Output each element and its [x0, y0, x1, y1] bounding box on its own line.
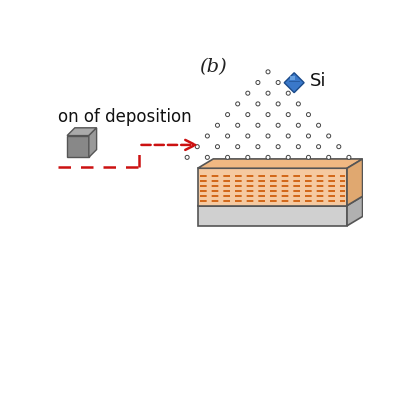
Circle shape	[296, 123, 301, 127]
Circle shape	[276, 80, 280, 84]
Circle shape	[307, 155, 311, 160]
Circle shape	[327, 155, 331, 160]
Circle shape	[276, 145, 280, 149]
Circle shape	[256, 102, 260, 106]
Circle shape	[236, 123, 240, 127]
Polygon shape	[198, 196, 363, 206]
Text: (b): (b)	[200, 58, 227, 76]
Polygon shape	[67, 136, 89, 157]
Circle shape	[296, 145, 301, 149]
Polygon shape	[67, 128, 97, 136]
Circle shape	[246, 134, 250, 138]
Circle shape	[347, 155, 351, 160]
Circle shape	[266, 91, 270, 95]
Circle shape	[266, 134, 270, 138]
Circle shape	[286, 91, 290, 95]
Circle shape	[246, 113, 250, 117]
Circle shape	[286, 134, 290, 138]
Circle shape	[215, 145, 219, 149]
Circle shape	[286, 155, 290, 160]
Circle shape	[236, 145, 240, 149]
Polygon shape	[198, 159, 363, 168]
Polygon shape	[198, 168, 347, 206]
Circle shape	[225, 113, 229, 117]
Polygon shape	[284, 73, 304, 93]
Circle shape	[225, 155, 229, 160]
Circle shape	[276, 102, 280, 106]
Circle shape	[307, 113, 311, 117]
Circle shape	[266, 70, 270, 74]
Circle shape	[317, 123, 321, 127]
Circle shape	[246, 155, 250, 160]
Circle shape	[266, 155, 270, 160]
Circle shape	[205, 155, 209, 160]
Circle shape	[225, 134, 229, 138]
Circle shape	[276, 123, 280, 127]
Circle shape	[246, 91, 250, 95]
Circle shape	[296, 102, 300, 106]
Circle shape	[307, 134, 311, 138]
Circle shape	[327, 134, 331, 138]
Circle shape	[215, 123, 219, 127]
Polygon shape	[347, 159, 363, 206]
Circle shape	[185, 155, 189, 160]
Circle shape	[317, 145, 321, 149]
Text: on of deposition: on of deposition	[58, 107, 191, 126]
Circle shape	[236, 102, 240, 106]
Circle shape	[195, 145, 199, 149]
Polygon shape	[347, 196, 363, 226]
Polygon shape	[89, 128, 97, 157]
Circle shape	[337, 145, 341, 149]
Text: Si: Si	[310, 72, 326, 90]
Circle shape	[205, 134, 209, 138]
Circle shape	[256, 145, 260, 149]
Circle shape	[266, 113, 270, 117]
Circle shape	[256, 123, 260, 127]
Polygon shape	[290, 76, 295, 80]
Circle shape	[256, 80, 260, 84]
Polygon shape	[198, 206, 347, 226]
Circle shape	[286, 113, 290, 117]
